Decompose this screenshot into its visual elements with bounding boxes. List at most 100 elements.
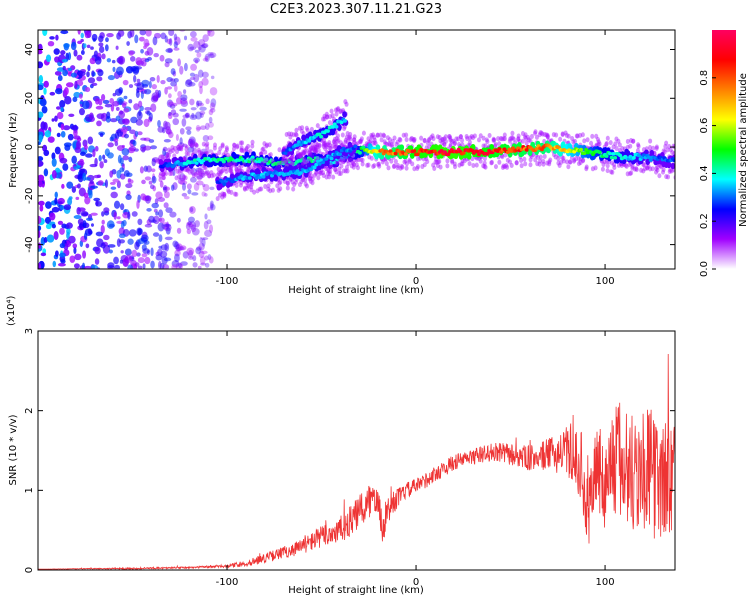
trace-halo [387, 142, 392, 148]
noise-blob [82, 43, 87, 49]
trace-halo [500, 165, 505, 171]
trace-halo [197, 149, 202, 155]
noise-blob [189, 140, 195, 149]
trace-halo [232, 142, 237, 148]
noise-blob [79, 151, 86, 156]
trace-halo [564, 159, 569, 165]
noise-blob [164, 86, 168, 95]
trace-halo [197, 153, 202, 159]
noise-blob [157, 222, 165, 232]
noise-blob [174, 249, 181, 257]
noise-blob [115, 115, 121, 121]
trace-halo [270, 187, 275, 193]
noise-blob [187, 138, 193, 147]
trace-halo [654, 166, 659, 172]
trace-halo [314, 150, 319, 156]
noise-blob [190, 107, 197, 111]
trace-core [261, 175, 266, 179]
trace-halo [259, 186, 264, 192]
trace-halo [244, 145, 249, 151]
trace-halo [164, 171, 169, 177]
noise-blob [209, 186, 215, 191]
trace-halo [232, 142, 237, 148]
noise-blob [101, 94, 106, 101]
noise-blob [71, 155, 78, 164]
noise-blob [136, 87, 140, 94]
trace-halo [538, 154, 543, 160]
trace-halo [431, 136, 436, 142]
trace-halo [524, 135, 529, 141]
trace-halo [284, 160, 289, 166]
noise-blob [141, 79, 150, 87]
trace-halo [307, 150, 312, 156]
trace-halo [307, 150, 312, 156]
trace-core [250, 155, 255, 160]
noise-blob [77, 207, 86, 212]
trace-halo [635, 148, 640, 154]
trace-halo [291, 156, 296, 162]
noise-blob [136, 78, 141, 83]
noise-blob [192, 147, 198, 156]
noise-blob [38, 262, 42, 269]
noise-blob [38, 180, 43, 188]
trace-halo [320, 116, 325, 122]
trace-halo [333, 166, 338, 172]
noise-blob [189, 76, 196, 81]
noise-blob [179, 180, 188, 185]
trace-halo [169, 170, 174, 176]
noise-blob [200, 43, 208, 49]
trace-halo [340, 132, 345, 138]
noise-blob [196, 175, 204, 180]
trace-halo [161, 170, 166, 176]
noise-blob [196, 171, 203, 181]
trace-halo [440, 137, 445, 143]
trace-halo [312, 144, 317, 150]
trace-halo [359, 157, 364, 163]
trace-halo [191, 172, 196, 178]
noise-blob [163, 190, 170, 199]
trace-halo [303, 177, 308, 183]
noise-blob [96, 120, 102, 127]
trace-halo [285, 157, 290, 163]
noise-blob [79, 101, 83, 105]
trace-halo [255, 188, 260, 194]
trace-core [297, 140, 302, 144]
trace-halo [323, 142, 328, 148]
trace-halo [448, 135, 453, 141]
trace-halo [234, 182, 239, 188]
trace-halo [666, 174, 671, 180]
trace-halo [407, 159, 412, 165]
trace-halo [427, 136, 432, 142]
trace-halo [209, 170, 214, 176]
trace-halo [335, 133, 340, 139]
trace-halo [645, 165, 650, 171]
trace-halo [398, 165, 403, 171]
noise-blob [70, 72, 78, 78]
noise-blob [100, 242, 106, 249]
trace-halo [610, 160, 615, 166]
trace-halo [386, 141, 391, 147]
trace-halo [657, 173, 662, 179]
noise-blob [209, 102, 216, 111]
trace-halo [516, 136, 521, 142]
trace-halo [442, 136, 447, 142]
trace-halo [284, 131, 289, 137]
trace-halo [484, 137, 489, 143]
trace-halo [331, 139, 336, 145]
trace-halo [249, 187, 254, 193]
trace-halo [584, 166, 589, 172]
noise-blob [182, 89, 187, 95]
noise-blob [87, 228, 92, 235]
noise-blob [207, 254, 212, 261]
noise-blob [89, 180, 94, 185]
noise-blob [165, 48, 173, 53]
trace-halo [293, 131, 298, 137]
noise-blob [40, 121, 46, 130]
noise-blob [97, 69, 104, 77]
noise-blob [51, 152, 56, 160]
trace-halo [340, 157, 345, 163]
trace-halo [327, 164, 332, 170]
noise-blob [84, 265, 92, 269]
trace-core [283, 159, 288, 164]
noise-blob [174, 36, 181, 46]
